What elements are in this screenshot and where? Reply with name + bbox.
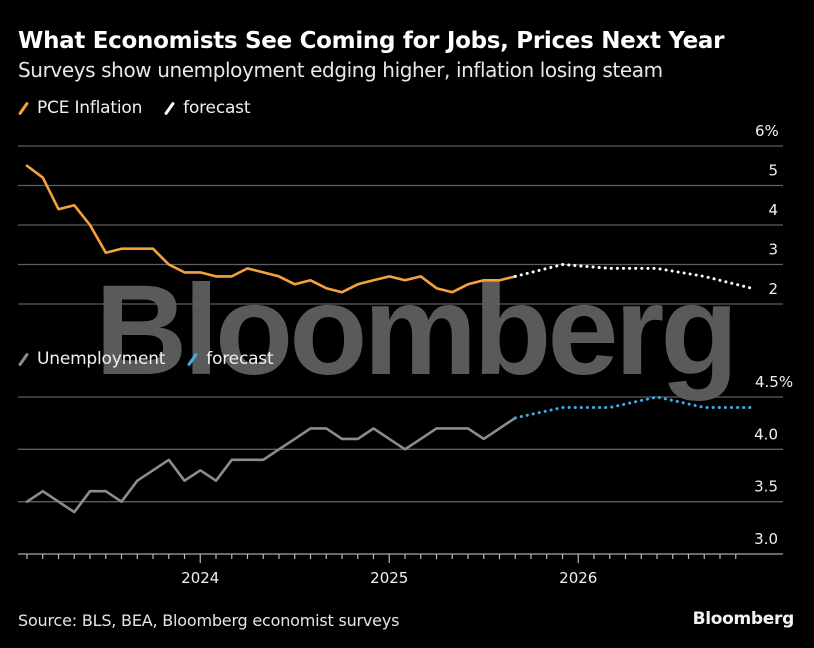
unemployment-line — [25, 416, 517, 514]
y-tick-label: 4.5% — [755, 373, 793, 391]
legend-label: Unemployment — [37, 349, 166, 369]
y-tick-label: 3 — [768, 241, 778, 259]
inflation-legend: PCE Inflation forecast — [17, 98, 272, 118]
legend-label: forecast — [206, 349, 274, 369]
legend-item-inflation-forecast: forecast — [164, 98, 251, 118]
y-tick-label: 2 — [768, 280, 778, 298]
legend-label: forecast — [183, 98, 251, 118]
x-tick-label: 2026 — [559, 569, 597, 587]
chart-subtitle: Surveys show unemployment edging higher,… — [18, 58, 663, 82]
blue-line-swatch-icon — [187, 351, 199, 367]
orange-line-swatch-icon — [17, 100, 30, 116]
inflation-line — [25, 164, 517, 294]
y-tick-label: 4 — [768, 201, 778, 219]
y-tick-label: 5 — [768, 162, 778, 180]
unemployment-forecast-line — [513, 395, 753, 420]
y-tick-label: 3.5 — [754, 478, 778, 496]
chart-title: What Economists See Coming for Jobs, Pri… — [18, 28, 725, 54]
y-tick-label: 6% — [755, 122, 779, 140]
legend-item-unemployment: Unemployment — [17, 349, 166, 369]
y-tick-label: 3.0 — [754, 530, 778, 548]
inflation-panel: 2 3 4 5 6% — [18, 122, 783, 305]
legend-item-pce-inflation: PCE Inflation — [17, 98, 143, 118]
unemployment-legend: Unemployment forecast — [17, 349, 295, 369]
y-tick-label: 4.0 — [754, 425, 778, 443]
white-line-swatch-icon — [164, 100, 176, 116]
unemployment-panel: 3.0 3.5 4.0 4.5% 2024 2025 2026 — [18, 373, 793, 587]
bloomberg-logo: Bloomberg — [692, 609, 795, 629]
gray-line-swatch-icon — [17, 351, 30, 367]
legend-label: PCE Inflation — [37, 98, 143, 118]
x-tick-label: 2024 — [181, 569, 219, 587]
x-tick-label: 2025 — [370, 569, 408, 587]
bloomberg-watermark: Bloomberg — [95, 259, 735, 402]
legend-item-unemployment-forecast: forecast — [187, 349, 274, 369]
source-note: Source: BLS, BEA, Bloomberg economist su… — [18, 611, 400, 630]
